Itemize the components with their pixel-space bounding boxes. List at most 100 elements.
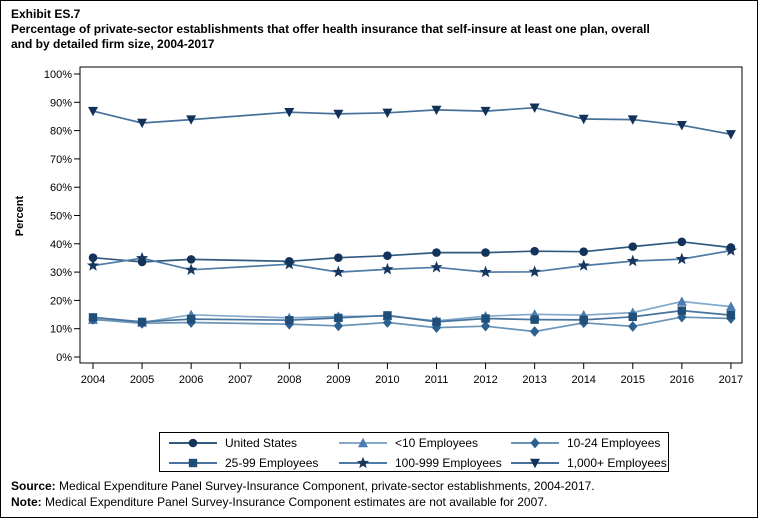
x-tick-label: 2010 <box>375 374 399 386</box>
data-point-marker <box>431 105 442 116</box>
data-point-marker <box>186 115 197 125</box>
data-point-marker <box>137 118 148 129</box>
data-point-marker <box>726 243 736 252</box>
data-point-marker <box>480 320 491 332</box>
legend-item-25-99-employees: 25-99 Employees <box>168 455 338 471</box>
y-tick-label: 30% <box>50 267 72 279</box>
data-point-marker <box>676 121 687 131</box>
x-tick-label: 2006 <box>179 374 203 386</box>
data-point-marker <box>726 310 736 320</box>
exhibit-title-line1: Percentage of private-sector establishme… <box>11 22 650 36</box>
data-point-marker <box>529 103 540 113</box>
legend-item-1-000-employees: 1,000+ Employees <box>510 455 670 471</box>
y-tick-label: 80% <box>50 126 72 138</box>
note-line: Note: Medical Expenditure Panel Survey-I… <box>11 494 595 510</box>
data-point-marker <box>381 262 394 275</box>
data-point-marker <box>333 109 344 120</box>
data-point-marker <box>88 253 98 262</box>
data-point-marker <box>530 246 539 256</box>
footer: Source: Medical Expenditure Panel Survey… <box>11 478 595 510</box>
x-tick-label: 2017 <box>719 374 743 386</box>
data-point-marker <box>481 248 490 257</box>
data-point-marker <box>725 130 736 140</box>
series-markers-united-states <box>88 237 736 267</box>
data-point-marker <box>628 321 638 332</box>
legend-label: <10 Employees <box>395 436 479 450</box>
y-axis-title: Percent <box>14 195 26 236</box>
data-point-marker <box>185 263 198 276</box>
y-tick-label: 0% <box>56 352 72 364</box>
note-label: Note: <box>11 495 42 509</box>
source-label: Source: <box>11 479 56 493</box>
data-point-marker <box>334 313 343 323</box>
data-point-marker <box>188 438 198 448</box>
data-point-marker <box>358 437 368 448</box>
x-tick-label: 2012 <box>473 374 497 386</box>
y-tick-label: 90% <box>50 97 72 109</box>
data-point-marker <box>382 317 393 328</box>
exhibit-title-line2: and by detailed firm size, 2004-2017 <box>11 37 215 51</box>
data-point-marker <box>382 108 393 118</box>
data-point-marker <box>188 458 198 468</box>
data-point-marker <box>676 296 687 306</box>
legend-label: 10-24 Employees <box>567 436 661 450</box>
legend-item-10-24-employees: 10-24 Employees <box>510 435 670 451</box>
data-point-marker <box>579 315 588 325</box>
y-tick-label: 70% <box>50 154 72 166</box>
x-tick-label: 2015 <box>621 374 645 386</box>
data-point-marker <box>530 437 540 449</box>
data-point-marker <box>431 322 442 333</box>
data-point-marker <box>137 257 147 267</box>
data-point-marker <box>530 458 540 469</box>
y-tick-label: 60% <box>50 182 72 194</box>
x-tick-label: 2013 <box>522 374 546 386</box>
legend-marker-diamond-icon <box>511 437 559 449</box>
x-tick-label: 2016 <box>670 374 694 386</box>
legend-item-10-employees: <10 Employees <box>338 435 510 451</box>
data-point-marker <box>725 301 736 311</box>
y-tick-label: 50% <box>50 211 72 223</box>
x-tick-label: 2011 <box>425 374 449 386</box>
data-point-marker <box>383 311 392 320</box>
data-point-marker <box>677 306 687 315</box>
series-markers-1-000-employees <box>88 103 736 140</box>
legend-item-united-states: United States <box>168 435 338 451</box>
x-tick-label: 2009 <box>326 374 350 386</box>
data-point-marker <box>627 115 638 125</box>
data-point-marker <box>530 315 539 324</box>
legend: United States <10 Employees 10-24 Employee… <box>159 432 669 472</box>
data-point-marker <box>628 312 637 322</box>
legend-marker-triangle-up-icon <box>339 437 387 448</box>
data-point-marker <box>677 237 687 247</box>
y-tick-label: 100% <box>44 69 72 81</box>
note-text: Medical Expenditure Panel Survey-Insuran… <box>41 495 548 509</box>
y-tick-label: 10% <box>50 324 72 336</box>
legend-label: 1,000+ Employees <box>567 456 667 470</box>
series-markers-25-99-employees <box>88 306 736 327</box>
x-tick-label: 2004 <box>81 374 105 386</box>
data-point-marker <box>579 247 588 257</box>
data-point-marker <box>356 456 370 469</box>
data-point-marker <box>186 255 196 264</box>
data-point-marker <box>332 265 345 278</box>
legend-label: 25-99 Employees <box>225 456 319 470</box>
data-point-marker <box>480 106 491 117</box>
data-point-marker <box>88 313 98 322</box>
data-point-marker <box>479 265 492 278</box>
data-point-marker <box>528 265 541 277</box>
legend-marker-triangle-down-icon <box>511 458 559 469</box>
data-point-marker <box>675 252 688 265</box>
data-point-marker <box>186 314 196 324</box>
line-chart: 0% 10% 20% 30% 40% 50% 60% 70% 80% 90% 100% 2004 200… <box>14 66 743 386</box>
data-point-marker <box>284 108 295 118</box>
x-tick-label: 2008 <box>277 374 301 386</box>
source-text: Medical Expenditure Panel Survey-Insuran… <box>55 479 595 493</box>
source-line: Source: Medical Expenditure Panel Survey… <box>11 478 595 494</box>
data-point-marker <box>432 317 441 327</box>
data-point-marker <box>284 257 294 266</box>
data-point-marker <box>137 317 147 327</box>
data-point-marker <box>628 242 638 251</box>
legend-marker-square-icon <box>169 458 217 468</box>
data-point-marker <box>88 106 98 117</box>
